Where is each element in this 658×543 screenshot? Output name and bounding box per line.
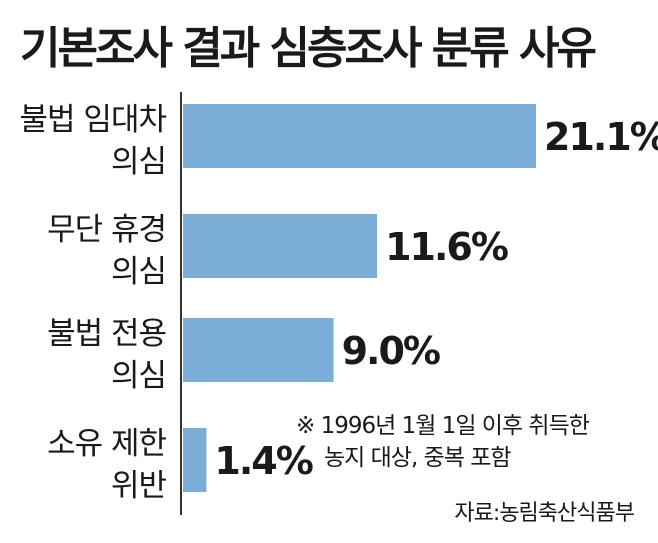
category-label-0-line-2: 의심	[111, 144, 166, 180]
footnote-line-1: ※ 1996년 1월 1일 이후 취득한	[296, 413, 590, 439]
footnote-line-2: 농지 대상, 중복 포함	[324, 445, 512, 471]
bar-3	[183, 428, 207, 492]
category-label-1-line-1: 무단 휴경	[47, 212, 166, 248]
bars-group	[183, 104, 536, 492]
chart-title: 기본조사 결과 심층조사 분류 사유	[20, 23, 597, 74]
value-label-0: 21.1%	[544, 115, 658, 159]
footnote: ※ 1996년 1월 1일 이후 취득한 농지 대상, 중복 포함	[296, 410, 590, 474]
source-credit: 자료:농림축산식품부	[454, 501, 635, 526]
bar-2	[183, 318, 334, 382]
category-label-2-line-2: 의심	[111, 358, 166, 394]
value-label-1: 11.6%	[385, 225, 508, 269]
category-label-1-line-2: 의심	[111, 254, 166, 290]
value-label-2: 9.0%	[342, 329, 440, 373]
category-label-3-line-2: 위반	[111, 468, 167, 504]
bar-0	[183, 104, 536, 168]
category-label-3-line-1: 소유 제한	[47, 426, 166, 462]
category-label-0-line-1: 불법 임대차	[20, 102, 167, 138]
value-labels-group: 21.1% 11.6% 9.0% 1.4%	[214, 115, 658, 483]
category-label-2-line-1: 불법 전용	[47, 316, 166, 352]
value-label-3: 1.4%	[214, 439, 312, 483]
bar-1	[183, 214, 378, 278]
